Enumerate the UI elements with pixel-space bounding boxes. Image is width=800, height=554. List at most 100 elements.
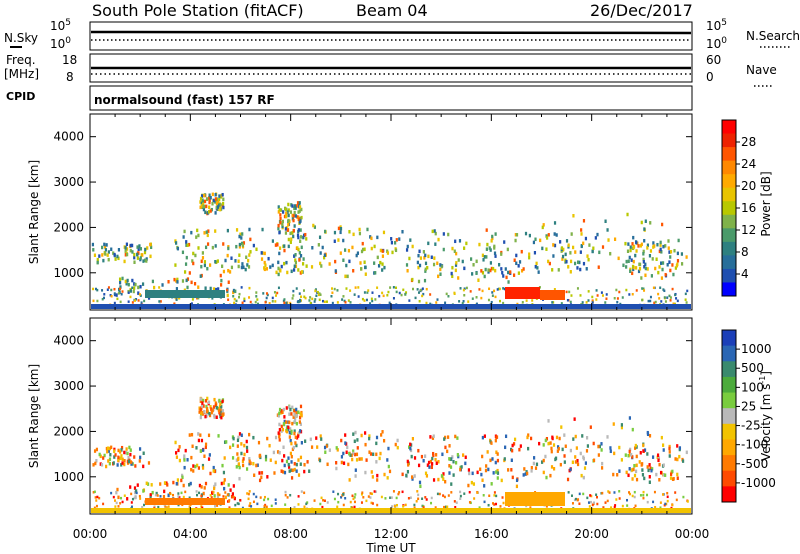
data-cell xyxy=(576,458,579,463)
data-cell xyxy=(565,259,568,264)
data-cell xyxy=(299,455,303,460)
colorbar-swatch xyxy=(722,201,736,216)
data-cell xyxy=(303,295,306,299)
data-cell xyxy=(299,298,302,302)
data-cell xyxy=(310,265,314,269)
nsky-series xyxy=(90,30,692,35)
data-cell xyxy=(670,472,673,476)
data-cell xyxy=(297,434,300,438)
data-cell xyxy=(96,495,99,499)
data-cell xyxy=(515,478,519,483)
data-cell xyxy=(528,252,531,256)
data-cell xyxy=(456,436,459,440)
data-cell xyxy=(306,460,309,464)
data-cell xyxy=(208,411,211,416)
data-cell xyxy=(278,207,281,212)
data-cell xyxy=(315,294,318,298)
data-cell xyxy=(297,300,300,304)
data-cell xyxy=(597,265,600,269)
data-cell xyxy=(127,282,130,287)
data-cell xyxy=(241,459,245,463)
data-cell xyxy=(117,458,120,462)
data-cell xyxy=(176,246,180,251)
data-cell xyxy=(566,477,570,482)
data-cell xyxy=(235,244,238,249)
data-cell xyxy=(402,505,405,508)
data-cell xyxy=(564,444,567,449)
data-cell xyxy=(149,242,152,247)
y-tick-label: 2000 xyxy=(53,220,84,234)
data-cell xyxy=(568,290,571,294)
data-cell xyxy=(628,293,631,296)
data-cell xyxy=(365,458,368,462)
data-cell xyxy=(236,438,240,443)
data-cell xyxy=(123,450,126,455)
data-cell xyxy=(346,274,349,279)
data-cell xyxy=(220,481,223,486)
data-cell xyxy=(401,490,404,494)
data-cell xyxy=(597,453,600,457)
data-cell xyxy=(102,258,105,263)
data-cell xyxy=(449,457,452,462)
data-cell xyxy=(417,497,420,501)
data-cell xyxy=(185,240,188,244)
data-cell xyxy=(121,461,124,465)
data-cell xyxy=(573,261,577,266)
data-cell xyxy=(201,506,204,510)
data-cell xyxy=(511,448,514,453)
data-cell xyxy=(117,495,120,500)
data-cell xyxy=(199,433,202,437)
data-cell xyxy=(491,234,494,239)
data-cell xyxy=(177,503,180,507)
data-cell xyxy=(567,491,570,494)
data-cell xyxy=(630,258,633,262)
data-cell xyxy=(485,228,488,232)
data-cell xyxy=(107,449,110,453)
data-cell xyxy=(561,257,564,261)
data-cell xyxy=(287,213,290,218)
data-cell xyxy=(206,407,209,411)
data-cell xyxy=(310,445,314,449)
data-cell xyxy=(142,489,145,493)
data-cell xyxy=(130,462,133,466)
data-cell xyxy=(236,452,239,456)
data-cell xyxy=(600,448,603,452)
data-cell xyxy=(131,250,134,254)
data-cell xyxy=(371,299,374,303)
data-cell xyxy=(228,270,232,274)
data-cell xyxy=(295,443,298,448)
data-cell xyxy=(174,451,178,455)
data-cell xyxy=(113,449,116,453)
data-cell xyxy=(349,301,352,304)
data-cell xyxy=(483,500,486,504)
data-cell xyxy=(520,249,523,254)
data-cell xyxy=(638,460,641,464)
data-cell xyxy=(363,291,366,294)
data-cell xyxy=(321,245,324,250)
data-cell xyxy=(660,276,664,280)
data-cell xyxy=(409,446,412,451)
data-cell xyxy=(642,490,645,494)
data-cell xyxy=(647,299,650,303)
data-cell xyxy=(297,495,300,498)
data-cell xyxy=(347,248,351,253)
data-cell xyxy=(513,437,517,442)
data-cell xyxy=(210,496,213,499)
data-cell xyxy=(293,264,296,269)
data-cell xyxy=(131,243,134,248)
data-cell xyxy=(192,469,195,473)
data-cell xyxy=(237,502,240,506)
data-cell xyxy=(259,496,262,499)
data-cell xyxy=(323,255,326,260)
data-cell xyxy=(379,248,382,253)
data-cell xyxy=(579,267,582,272)
data-cell xyxy=(337,238,340,242)
data-cell xyxy=(473,497,476,500)
data-cell xyxy=(424,496,427,499)
data-cell xyxy=(266,475,269,479)
data-cell xyxy=(126,497,129,501)
data-cell xyxy=(195,235,198,239)
data-cell xyxy=(255,291,258,294)
data-cell xyxy=(200,201,203,206)
